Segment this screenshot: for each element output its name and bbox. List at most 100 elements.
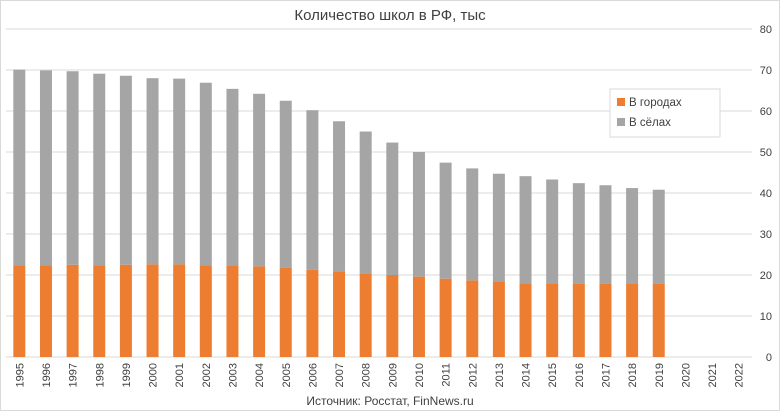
x-tick-label-1995: 1995: [14, 363, 26, 387]
bar-urban-1996: [39, 265, 52, 357]
bar-rural-2004: [253, 93, 266, 267]
y-tick-label-10: 10: [760, 311, 772, 323]
x-tick-label-1996: 1996: [41, 363, 53, 387]
bar-rural-2007: [333, 121, 346, 272]
bar-rural-2010: [412, 152, 425, 277]
y-tick-label-30: 30: [760, 229, 772, 241]
bars: [13, 69, 665, 357]
bar-urban-2009: [386, 275, 399, 357]
legend: В городах В сёлах: [609, 88, 721, 138]
bar-rural-2012: [466, 168, 479, 281]
x-tick-label-2012: 2012: [467, 363, 479, 387]
y-tick-label-40: 40: [760, 188, 772, 200]
bar-rural-1997: [66, 71, 79, 265]
x-tick-label-2022: 2022: [734, 363, 746, 387]
x-tick-label-2011: 2011: [441, 363, 453, 387]
bar-urban-2014: [519, 283, 532, 357]
bar-urban-2015: [546, 283, 559, 357]
legend-box: [609, 88, 721, 138]
x-tick-label-2018: 2018: [627, 363, 639, 387]
bar-urban-2003: [226, 265, 239, 357]
x-tick-label-2008: 2008: [361, 363, 373, 387]
bar-rural-1999: [119, 75, 132, 265]
y-axis-ticks: 0 10 20 30 40 50 60 70 80: [760, 24, 772, 364]
x-tick-label-2020: 2020: [680, 363, 692, 387]
bar-rural-2000: [146, 78, 159, 265]
bar-rural-2001: [173, 78, 186, 265]
y-tick-label-70: 70: [760, 65, 772, 77]
bar-urban-2002: [199, 265, 212, 357]
bar-urban-2018: [626, 284, 639, 357]
source-note: Источник: Росстат, FinNews.ru: [306, 394, 473, 408]
legend-label-rural: В сёлах: [629, 117, 671, 129]
bar-urban-2016: [572, 283, 585, 357]
bar-rural-2014: [519, 176, 532, 284]
bar-rural-2019: [652, 189, 665, 284]
y-tick-label-60: 60: [760, 106, 772, 118]
y-tick-label-80: 80: [760, 24, 772, 36]
chart-title: Количество школ в РФ, тыс: [294, 7, 486, 24]
y-tick-label-20: 20: [760, 270, 772, 282]
x-tick-label-2006: 2006: [307, 363, 319, 387]
bar-rural-2011: [439, 162, 452, 279]
bar-rural-2017: [599, 185, 612, 284]
bar-urban-1998: [93, 265, 106, 357]
bar-urban-2001: [173, 264, 186, 357]
bar-rural-1998: [93, 73, 106, 266]
bar-urban-2006: [306, 269, 319, 357]
y-tick-label-50: 50: [760, 147, 772, 159]
bar-urban-2012: [466, 280, 479, 357]
bar-urban-2010: [412, 276, 425, 357]
legend-label-urban: В городах: [629, 97, 682, 109]
bar-rural-1995: [13, 69, 26, 266]
bar-urban-2007: [333, 271, 346, 357]
x-tick-label-2005: 2005: [281, 363, 293, 387]
bar-urban-1999: [119, 264, 132, 357]
x-tick-label-2007: 2007: [334, 363, 346, 387]
bar-urban-2013: [492, 281, 505, 357]
bar-rural-2002: [199, 82, 212, 266]
x-tick-label-2019: 2019: [654, 363, 666, 387]
bar-rural-2005: [279, 100, 292, 268]
bar-urban-2011: [439, 278, 452, 357]
bar-urban-2000: [146, 264, 159, 357]
bar-urban-2019: [652, 283, 665, 357]
bar-rural-2016: [572, 183, 585, 284]
x-tick-label-2003: 2003: [227, 363, 239, 387]
bar-urban-2004: [253, 266, 266, 357]
bar-rural-2006: [306, 110, 319, 270]
x-tick-label-2021: 2021: [707, 363, 719, 387]
x-tick-label-2002: 2002: [201, 363, 213, 387]
bar-urban-1995: [13, 265, 26, 357]
bar-rural-2013: [492, 173, 505, 282]
bar-rural-2009: [386, 142, 399, 275]
x-tick-label-2016: 2016: [574, 363, 586, 387]
x-tick-label-2014: 2014: [521, 363, 533, 387]
x-tick-label-2010: 2010: [414, 363, 426, 387]
legend-swatch-urban: [617, 98, 625, 106]
y-tick-label-0: 0: [766, 352, 772, 364]
x-tick-label-1997: 1997: [68, 363, 80, 387]
x-tick-label-2015: 2015: [547, 363, 559, 387]
bar-rural-1996: [39, 70, 52, 266]
x-tick-label-1998: 1998: [94, 363, 106, 387]
x-tick-label-2001: 2001: [174, 363, 186, 387]
x-axis-ticks: 1995 1996 1997 1998 1999 2000 2001 2002 2003 2004…: [14, 363, 745, 387]
bar-rural-2018: [626, 188, 639, 285]
bar-rural-2003: [226, 88, 239, 266]
x-tick-label-2013: 2013: [494, 363, 506, 387]
bar-rural-2015: [546, 179, 559, 284]
x-tick-label-2009: 2009: [387, 363, 399, 387]
bar-rural-2008: [359, 131, 372, 274]
bar-urban-2008: [359, 273, 372, 357]
x-tick-label-2000: 2000: [148, 363, 160, 387]
bar-urban-1997: [66, 264, 79, 357]
bar-urban-2005: [279, 267, 292, 357]
legend-swatch-rural: [617, 118, 625, 126]
x-tick-label-1999: 1999: [121, 363, 133, 387]
x-tick-label-2004: 2004: [254, 363, 266, 387]
x-tick-label-2017: 2017: [600, 363, 612, 387]
bar-urban-2017: [599, 283, 612, 357]
